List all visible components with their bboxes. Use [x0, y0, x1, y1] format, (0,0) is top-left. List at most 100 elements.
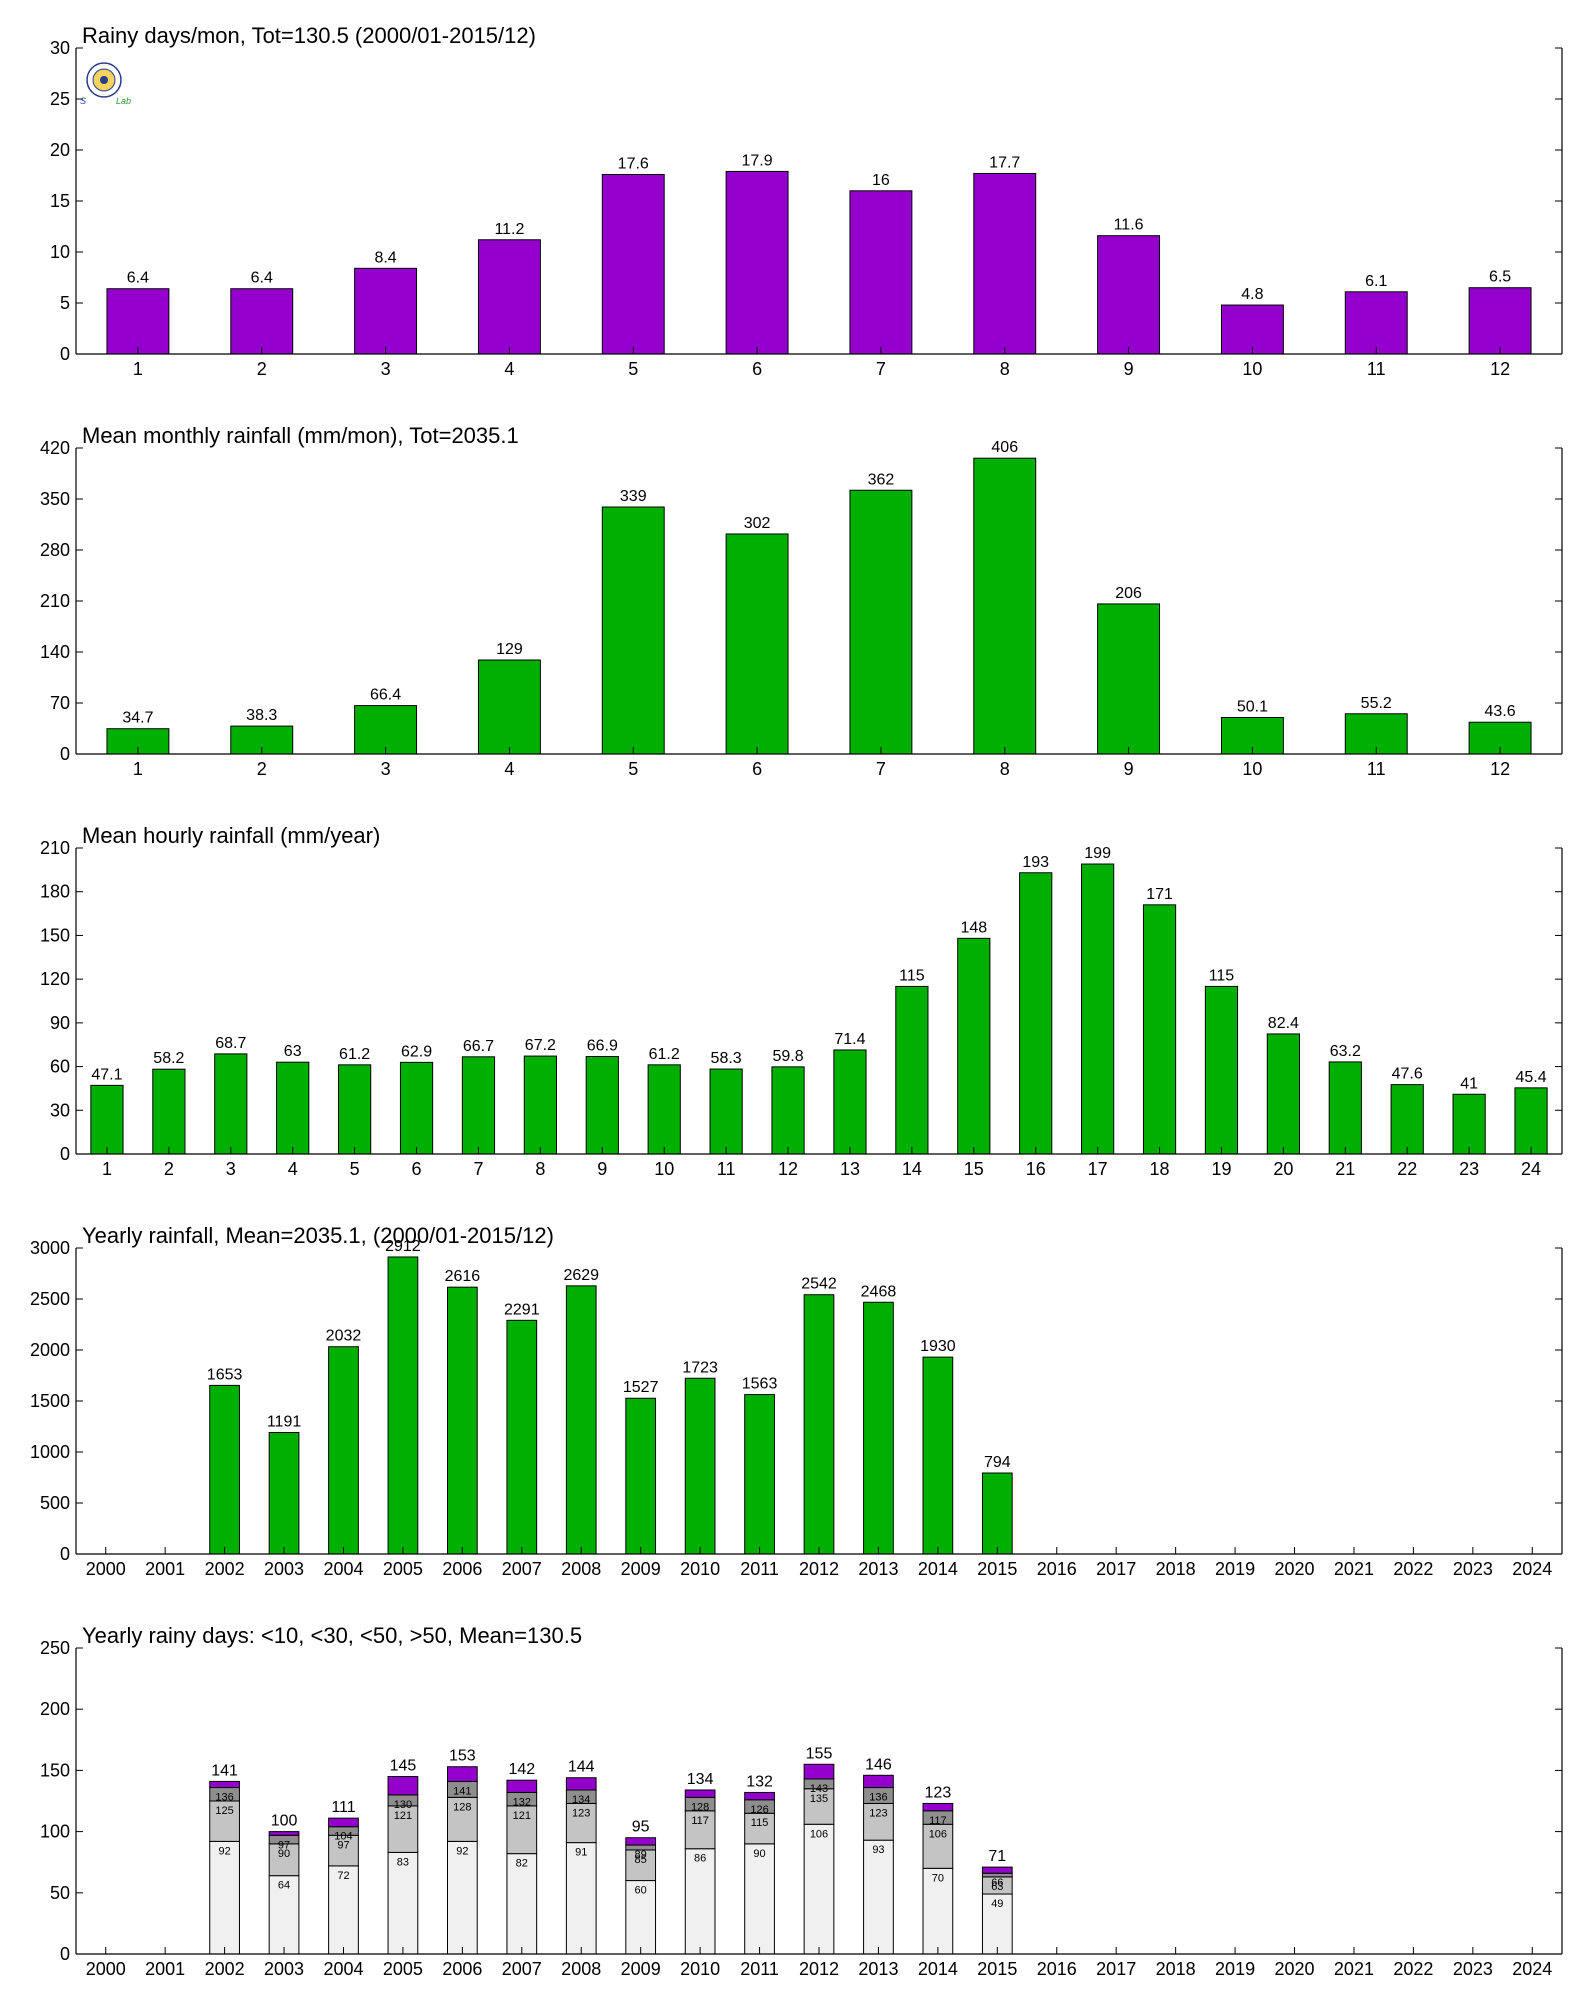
x-tick-label: 2008 — [561, 1559, 601, 1579]
bar — [1142, 904, 1177, 1155]
y-tick-label: 0 — [60, 1144, 70, 1164]
x-tick-label: 2022 — [1393, 1559, 1433, 1579]
bar-value-label: 193 — [1022, 854, 1049, 871]
stacked-bar-segment — [328, 1817, 359, 1828]
x-tick-label: 2021 — [1334, 1959, 1374, 1979]
bar-value-label: 47.1 — [91, 1066, 122, 1083]
bar — [981, 1472, 1013, 1555]
x-tick-label: 2020 — [1274, 1559, 1314, 1579]
segment-value-label: 85 — [635, 1854, 647, 1866]
bar-value-label: 59.8 — [772, 1048, 803, 1065]
bar-value-label: 1930 — [920, 1338, 956, 1355]
y-tick-label: 350 — [40, 489, 70, 509]
y-tick-label: 60 — [50, 1057, 70, 1077]
bar-value-label: 6.1 — [1365, 273, 1387, 290]
bar — [849, 190, 913, 355]
segment-value-label: 128 — [691, 1801, 709, 1813]
chart-title: Mean monthly rainfall (mm/mon), Tot=2035… — [82, 423, 519, 448]
bar-value-label: 55.2 — [1361, 695, 1392, 712]
stacked-bar-segment — [744, 1812, 775, 1845]
bar-value-label: 794 — [984, 1454, 1011, 1471]
x-tick-label: 2007 — [502, 1959, 542, 1979]
x-tick-label: 5 — [350, 1159, 360, 1179]
x-tick-label: 10 — [1242, 759, 1262, 779]
x-tick-label: 10 — [1242, 359, 1262, 379]
y-tick-label: 180 — [40, 882, 70, 902]
bar-value-label: 71.4 — [834, 1031, 865, 1048]
hourly-rainfall-plot-area: 47.158.268.7 63 61.2 62.9 66.7 67.2 66.9 61.2 58… — [40, 838, 1563, 1179]
x-tick-label: 2005 — [383, 1959, 423, 1979]
bar-value-label: 100 — [271, 1813, 298, 1830]
stacked-bar-segment — [268, 1843, 300, 1877]
x-tick-label: 8 — [1000, 359, 1010, 379]
bar — [1097, 603, 1161, 755]
x-tick-label: 2003 — [264, 1559, 304, 1579]
bar-value-label: 66.4 — [370, 687, 401, 704]
bar-value-label: 43.6 — [1485, 703, 1516, 720]
bar-value-label: 2616 — [445, 1268, 481, 1285]
bar — [1390, 1084, 1424, 1155]
x-tick-label: 2012 — [799, 1559, 839, 1579]
bar — [90, 1084, 124, 1155]
x-tick-label: 2022 — [1393, 1959, 1433, 1979]
bar — [461, 1056, 496, 1155]
x-tick-label: 2019 — [1215, 1559, 1255, 1579]
x-tick-label: 6 — [412, 1159, 422, 1179]
y-tick-label: 150 — [40, 1760, 70, 1780]
bar-value-label: 144 — [568, 1759, 595, 1776]
y-tick-label: 3000 — [30, 1238, 70, 1258]
x-tick-label: 4 — [504, 759, 514, 779]
y-tick-label: 210 — [40, 591, 70, 611]
stacked-bar-segment — [981, 1866, 1013, 1874]
bar — [1514, 1087, 1548, 1155]
segment-value-label: 132 — [513, 1796, 531, 1808]
x-tick-label: 3 — [381, 759, 391, 779]
bar-value-label: 302 — [744, 515, 771, 532]
y-tick-label: 150 — [40, 925, 70, 945]
stacked-bar-segment — [744, 1791, 775, 1801]
x-tick-label: 2014 — [918, 1559, 958, 1579]
bar-value-label: 111 — [331, 1799, 355, 1816]
x-tick-label: 2001 — [145, 1559, 185, 1579]
bar — [565, 1285, 597, 1555]
bar-value-label: 2468 — [861, 1283, 897, 1300]
x-tick-label: 2018 — [1156, 1959, 1196, 1979]
x-tick-label: 17 — [1088, 1159, 1108, 1179]
bar — [209, 1384, 240, 1555]
segment-value-label: 106 — [810, 1828, 828, 1840]
segment-value-label: 141 — [453, 1785, 471, 1797]
x-tick-label: 11 — [1367, 359, 1386, 379]
x-tick-label: 2016 — [1037, 1959, 1077, 1979]
x-tick-label: 2006 — [442, 1559, 482, 1579]
bar-value-label: 115 — [1209, 967, 1235, 984]
x-tick-label: 5 — [628, 359, 638, 379]
y-tick-label: 15 — [50, 191, 70, 211]
bar — [230, 288, 294, 355]
y-tick-label: 0 — [60, 1944, 70, 1964]
x-tick-label: 4 — [288, 1159, 298, 1179]
bar-value-label: 82.4 — [1268, 1015, 1299, 1032]
bar — [1266, 1033, 1300, 1155]
y-tick-label: 20 — [50, 140, 70, 160]
stacked-bar-segment — [803, 1823, 835, 1955]
x-tick-label: 8 — [1000, 759, 1010, 779]
y-tick-label: 25 — [50, 89, 70, 109]
mean-hourly-rainfall-chart: Mean hourly rainfall (mm/year) 47.1 58.2 6… — [40, 823, 1563, 1179]
chart-title: Yearly rainy days: <10, <30, <50, >50, M… — [82, 1623, 582, 1648]
segment-value-label: 83 — [397, 1856, 409, 1868]
stacked-bar-segment — [565, 1842, 597, 1955]
segment-value-label: 104 — [334, 1831, 352, 1843]
stacked-bar-segment — [506, 1779, 538, 1793]
x-tick-label: 9 — [597, 1159, 607, 1179]
bar-value-label: 2629 — [563, 1267, 599, 1284]
bar-value-label: 145 — [390, 1758, 417, 1775]
x-tick-label: 2009 — [621, 1959, 661, 1979]
bar-value-label: 50.1 — [1237, 698, 1268, 715]
x-tick-label: 11 — [1367, 759, 1386, 779]
bar — [338, 1064, 372, 1155]
bar — [725, 533, 789, 755]
segment-value-label: 63 — [991, 1881, 1003, 1893]
bar — [328, 1346, 359, 1555]
